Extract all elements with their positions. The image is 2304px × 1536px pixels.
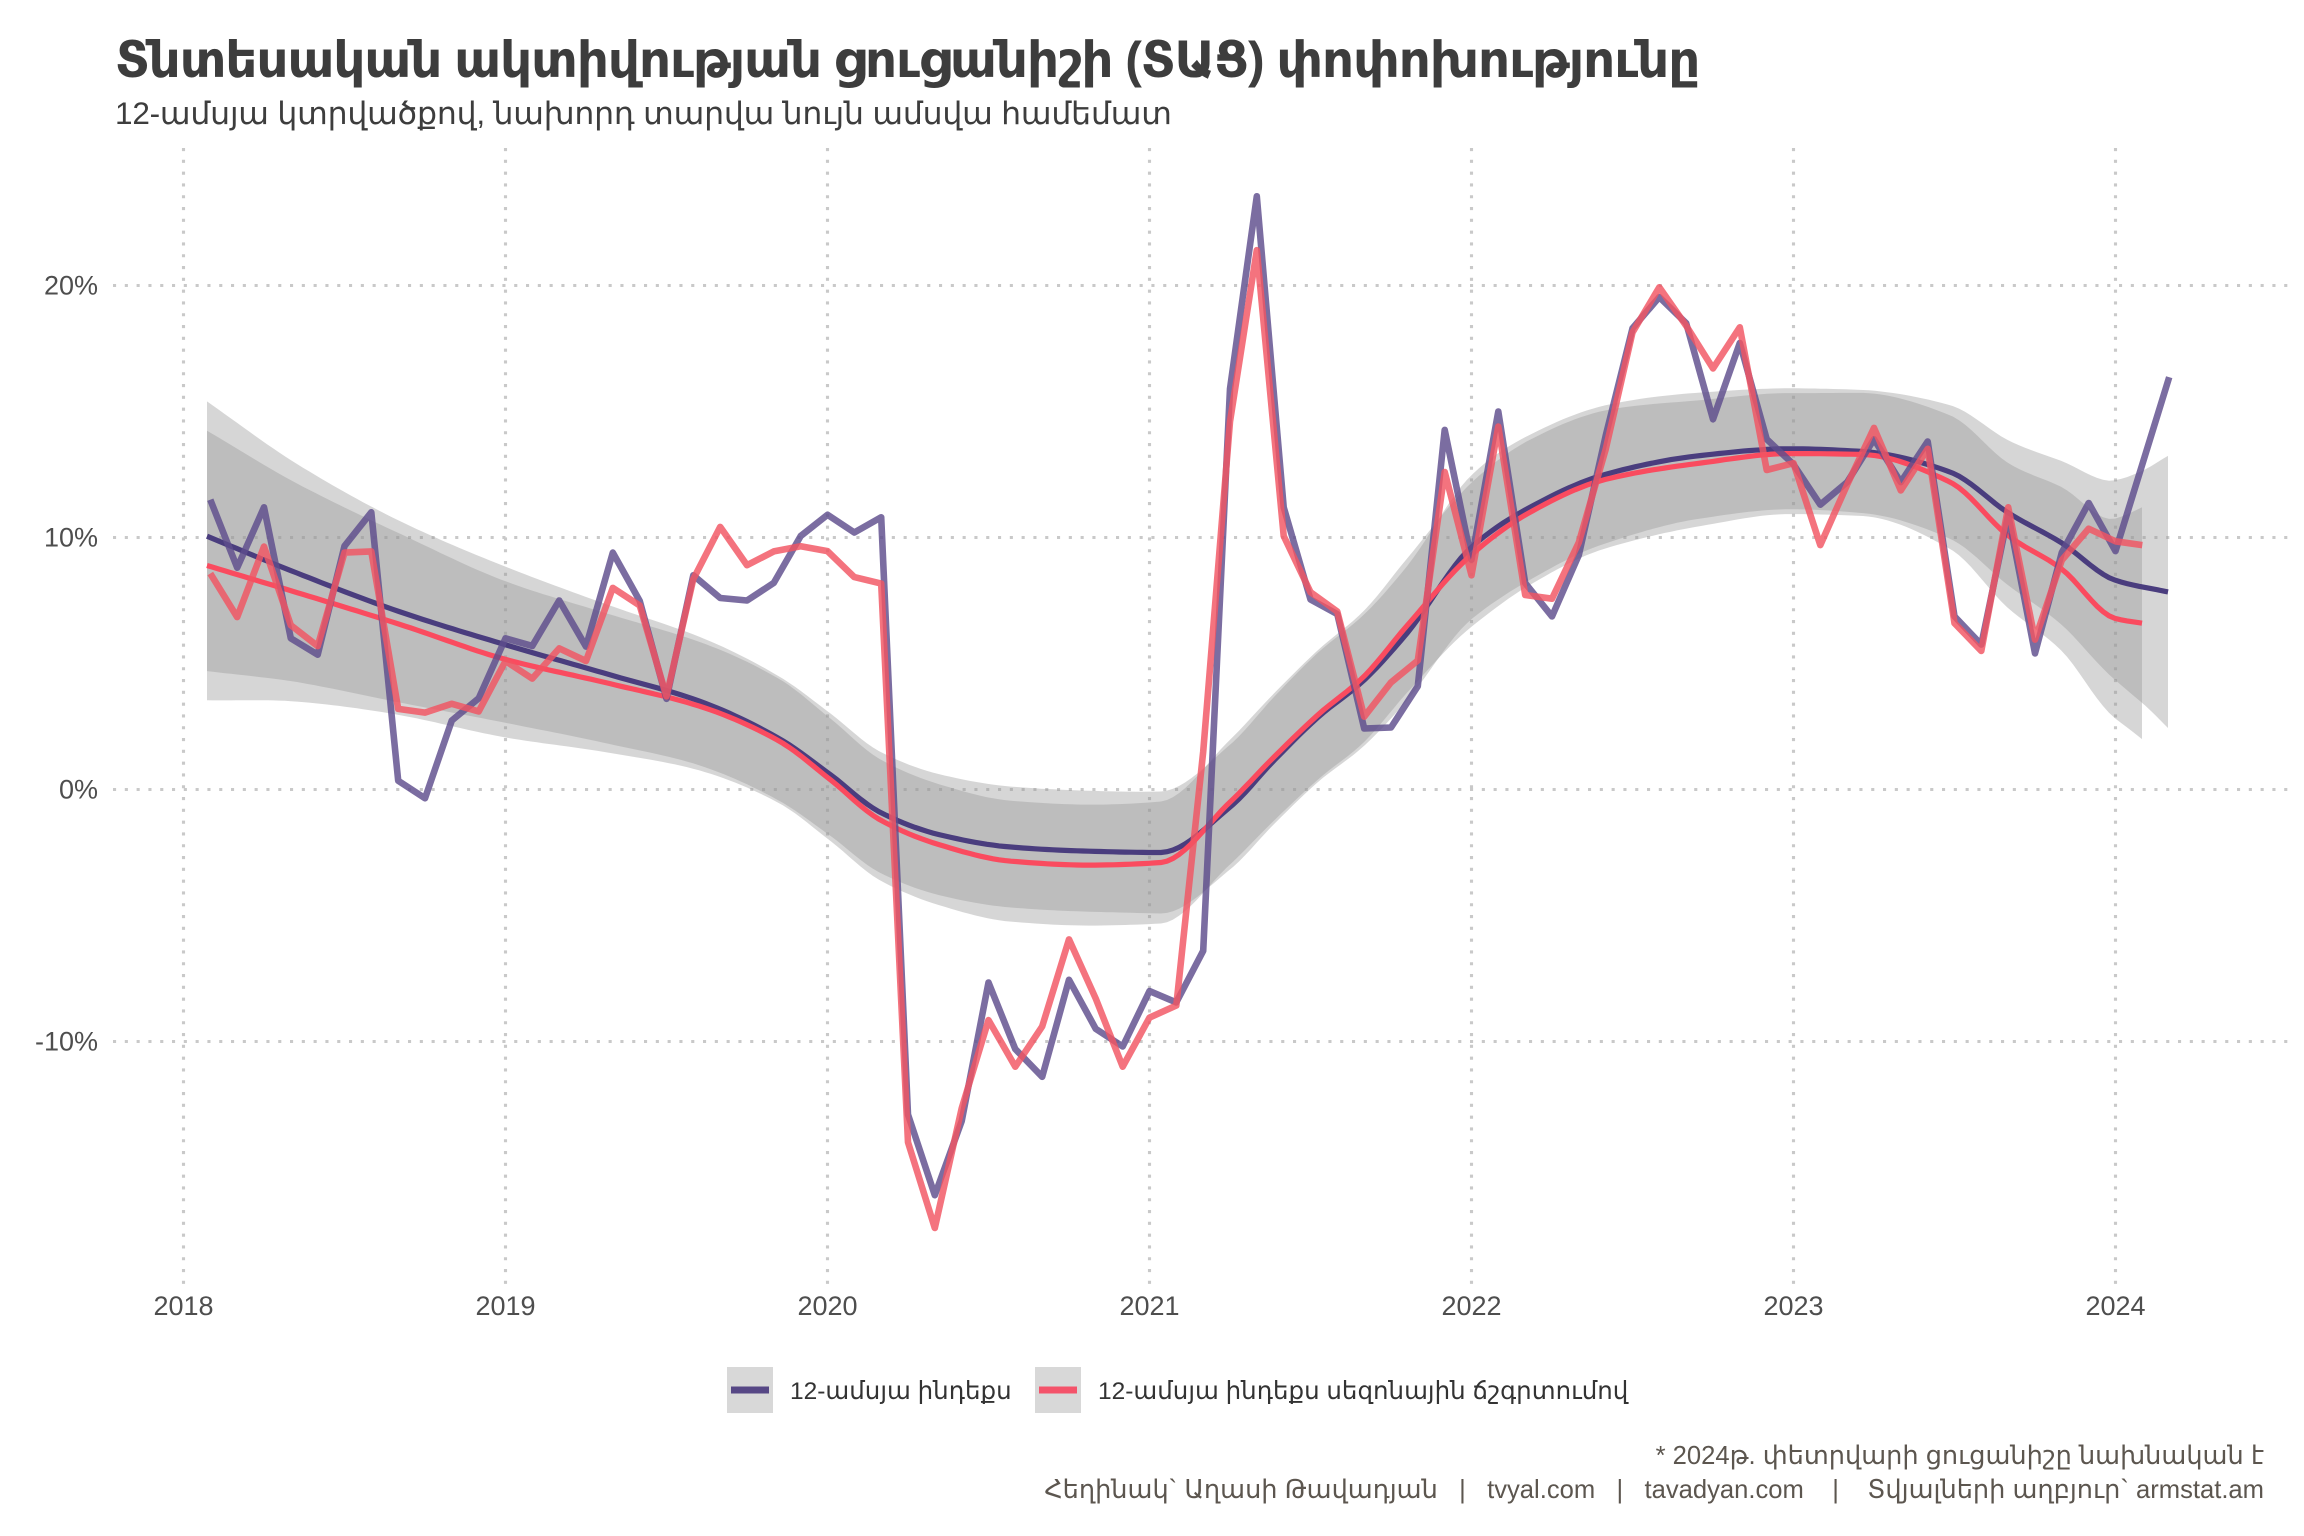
svg-text:20%: 20% <box>44 271 98 301</box>
svg-text:0%: 0% <box>59 775 98 805</box>
svg-text:2018: 2018 <box>153 1291 213 1321</box>
svg-text:-10%: -10% <box>35 1027 98 1057</box>
svg-text:2020: 2020 <box>797 1291 857 1321</box>
svg-text:2022: 2022 <box>1441 1291 1501 1321</box>
svg-text:12-ամսյա ինդեքս սեզոնային ճշգր: 12-ամսյա ինդեքս սեզոնային ճշգրտումով <box>1098 1378 1629 1405</box>
svg-text:2021: 2021 <box>1119 1291 1179 1321</box>
svg-text:2019: 2019 <box>475 1291 535 1321</box>
svg-text:2024: 2024 <box>2085 1291 2145 1321</box>
svg-text:10%: 10% <box>44 523 98 553</box>
svg-text:2023: 2023 <box>1763 1291 1823 1321</box>
svg-text:12-ամսյա ինդեքս: 12-ամսյա ինդեքս <box>790 1378 1012 1405</box>
